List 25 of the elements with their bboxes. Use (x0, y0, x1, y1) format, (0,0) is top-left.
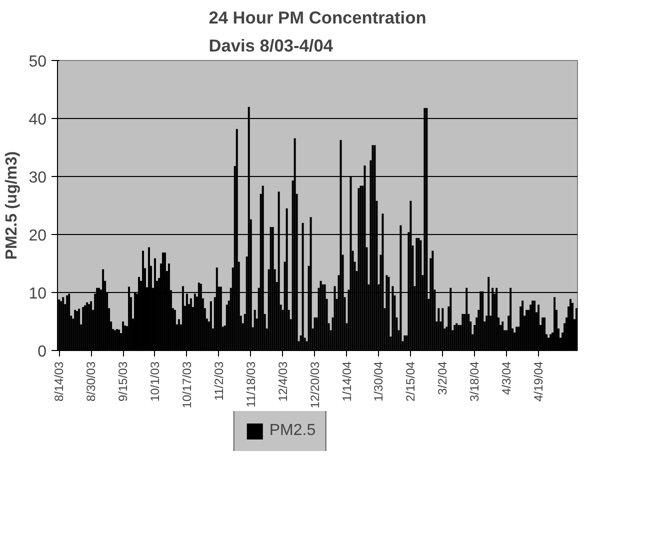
x-tick-label: 9/15/03 (116, 361, 130, 402)
x-tick-label: 2/15/04 (404, 361, 418, 402)
x-tick-label: 11/18/03 (244, 361, 258, 408)
y-tick-label: 20 (28, 228, 47, 244)
x-tick-label: 3/18/04 (468, 361, 482, 402)
x-tick-label: 8/14/03 (52, 361, 66, 402)
y-tick-label: 40 (28, 112, 47, 128)
x-tick-label: 10/1/03 (148, 361, 162, 402)
y-axis-title: PM2.5 (ug/m3) (4, 151, 21, 260)
x-tick-label: 1/14/04 (340, 361, 354, 402)
legend-label: PM2.5 (269, 422, 316, 440)
y-tick-label: 10 (28, 286, 47, 302)
x-tick-label: 12/4/03 (276, 361, 290, 402)
y-tick-label: 50 (28, 54, 47, 70)
x-tick-label: 10/17/03 (180, 361, 194, 408)
chart-title: 24 Hour PM Concentration Davis 8/03-4/04 (208, 8, 426, 56)
x-tick-label: 8/30/03 (84, 361, 98, 402)
y-tick-label: 30 (28, 170, 47, 186)
x-tick-label: 1/30/04 (372, 361, 386, 402)
x-tick-label: 4/19/04 (532, 361, 546, 402)
x-tick-label: 11/2/03 (212, 361, 226, 401)
x-tick-label: 3/2/04 (436, 361, 450, 395)
x-tick-label: 4/3/04 (500, 361, 514, 395)
x-tick-label: 12/20/03 (308, 361, 322, 408)
y-tick-label: 0 (38, 344, 47, 360)
